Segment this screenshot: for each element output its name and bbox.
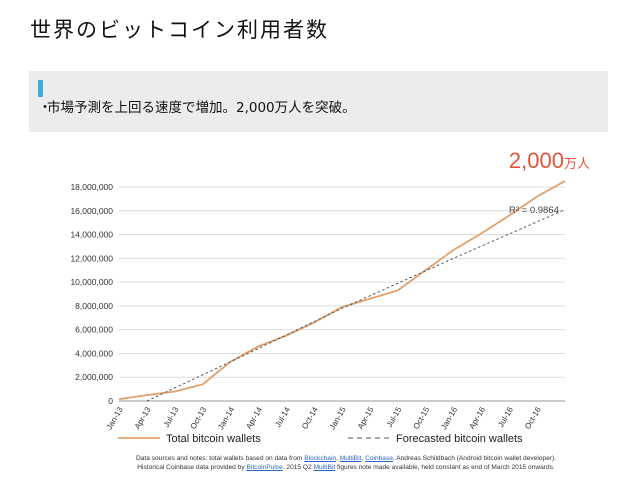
x-tick-label: Oct-15	[412, 405, 432, 431]
x-tick-label: Jan-15	[328, 405, 348, 431]
notes-text: . 2015 Q2	[282, 464, 314, 471]
notes-text: figures note made available, held consta…	[335, 464, 555, 471]
y-tick-label: 4,000,000	[75, 348, 113, 358]
y-tick-label: 2,000,000	[75, 372, 113, 382]
coinbase-link[interactable]: Coinbase	[365, 455, 393, 462]
legend-label-forecast: Forecasted bitcoin wallets	[396, 433, 523, 445]
notes-text: ,	[336, 455, 340, 462]
bullet-marker: ・	[38, 100, 52, 116]
notes-text: , Andreas Schildbach (Android bitcoin wa…	[392, 455, 557, 462]
r-squared-annotation: R² = 0.9864	[509, 205, 559, 216]
headline-unit: 万人	[563, 157, 590, 172]
legend-label-actual: Total bitcoin wallets	[166, 433, 261, 445]
x-tick-label: Apr-15	[356, 405, 376, 431]
actual-series-line	[118, 180, 566, 401]
x-tick-label: Jul-13	[162, 405, 181, 429]
x-tick-label: Jul-15	[385, 405, 404, 429]
notes-text: Data sources and notes: total wallets ba…	[135, 455, 305, 462]
y-tick-label: 16,000,000	[70, 206, 113, 216]
multibit-link[interactable]: MultiBit	[339, 455, 362, 462]
blockchain-link[interactable]: Blockchain	[304, 455, 337, 462]
y-tick-label: 14,000,000	[70, 230, 113, 240]
y-tick-label: 0	[108, 396, 113, 406]
data-sources-notes: Data sources and notes: total wallets ba…	[86, 454, 606, 472]
notes-text: ,	[361, 455, 366, 462]
x-tick-label: Apr-14	[244, 405, 264, 431]
y-tick-label: 12,000,000	[70, 253, 113, 263]
x-tick-label: Jul-14	[273, 405, 292, 429]
multibit-link[interactable]: MultiBit	[313, 464, 336, 471]
notes-text: Historical Coinbase data provided by	[137, 464, 247, 471]
wallets-line-chart: 0 2,000,000 4,000,000 6,000,000 8,000,000 10,…	[70, 180, 566, 445]
y-tick-label: 6,000,000	[75, 325, 113, 335]
x-tick-label: Oct-13	[189, 405, 209, 431]
bitcoinpulse-link[interactable]: BitcoinPulse	[246, 464, 283, 471]
summary-box: ・ 市場予測を上回る速度で増加。2,000万人を突破。	[29, 71, 608, 132]
x-tick-label: Oct-16	[523, 405, 543, 431]
x-tick-label: Jan-16	[439, 405, 459, 431]
x-tick-label: Jul-16	[496, 405, 515, 429]
x-tick-label: Jan-14	[216, 405, 236, 431]
accent-bar	[38, 80, 43, 97]
x-tick-label: Oct-14	[300, 405, 320, 431]
summary-text: 市場予測を上回る速度で増加。2,000万人を突破。	[47, 100, 356, 116]
y-tick-label: 10,000,000	[70, 277, 113, 287]
x-tick-label: Apr-16	[467, 405, 487, 431]
headline-number: 2,000	[508, 148, 564, 173]
forecast-series-line	[146, 209, 566, 402]
page-title: 世界のビットコイン利用者数	[30, 18, 329, 42]
headline-figure: 2,000万人	[509, 148, 590, 174]
x-tick-label: Jan-13	[105, 405, 125, 431]
y-tick-label: 8,000,000	[75, 301, 113, 311]
x-tick-label: Apr-13	[133, 405, 153, 431]
y-tick-label: 18,000,000	[70, 182, 113, 192]
